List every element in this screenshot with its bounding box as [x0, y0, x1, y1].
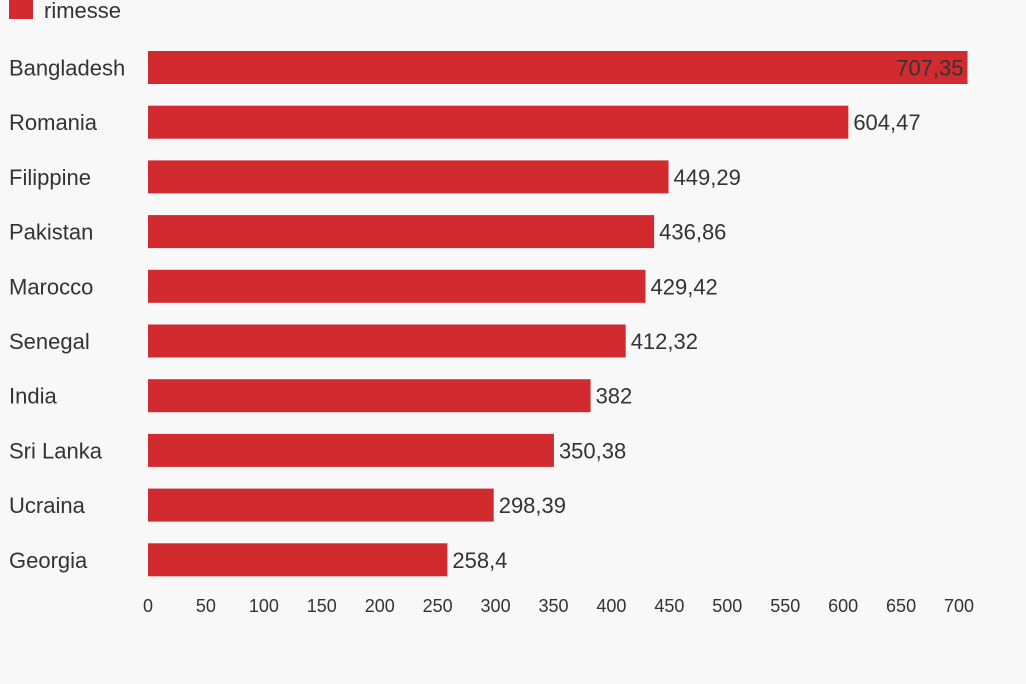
category-label-ucraina: Ucraina — [9, 493, 86, 518]
x-tick-label-150: 150 — [307, 596, 337, 616]
x-tick-label-300: 300 — [481, 596, 511, 616]
category-label-india: India — [9, 384, 57, 409]
x-tick-label-350: 350 — [538, 596, 568, 616]
value-label-ucraina: 298,39 — [499, 493, 566, 518]
bar-india — [148, 379, 591, 413]
legend-swatch-rimesse — [9, 0, 33, 19]
value-label-georgia: 258,4 — [452, 548, 507, 573]
category-label-sri-lanka: Sri Lanka — [9, 438, 103, 463]
x-tick-label-0: 0 — [143, 596, 153, 616]
value-label-sri-lanka: 350,38 — [559, 438, 626, 463]
x-tick-label-200: 200 — [365, 596, 395, 616]
category-label-romania: Romania — [9, 110, 98, 135]
value-labels-group: 707,35 604,47 449,29 436,86 429,42 412,32 382 3… — [452, 56, 963, 573]
bar-senegal — [148, 324, 626, 358]
bar-romania — [148, 105, 849, 139]
category-label-filippine: Filippine — [9, 165, 91, 190]
value-label-india: 382 — [596, 384, 633, 409]
bar-marocco — [148, 269, 646, 303]
x-tick-label-500: 500 — [712, 596, 742, 616]
x-tick-label-250: 250 — [423, 596, 453, 616]
category-label-pakistan: Pakistan — [9, 220, 93, 245]
category-label-marocco: Marocco — [9, 274, 93, 299]
category-label-georgia: Georgia — [9, 548, 88, 573]
bar-pakistan — [148, 215, 655, 249]
x-tick-label-50: 50 — [196, 596, 216, 616]
bar-bangladesh — [148, 51, 968, 84]
legend: rimesse — [9, 0, 121, 23]
bar-ucraina — [148, 488, 494, 522]
value-label-bangladesh: 707,35 — [896, 56, 963, 81]
value-label-marocco: 429,42 — [651, 274, 718, 299]
category-label-senegal: Senegal — [9, 329, 90, 354]
bar-filippine — [148, 160, 669, 194]
value-label-romania: 604,47 — [853, 110, 920, 135]
x-tick-label-400: 400 — [596, 596, 626, 616]
x-tick-label-100: 100 — [249, 596, 279, 616]
value-label-filippine: 449,29 — [674, 165, 741, 190]
category-labels-group: Bangladesh Romania Filippine Pakistan Marocc… — [9, 56, 125, 573]
x-tick-label-650: 650 — [886, 596, 916, 616]
x-axis: 0 50 100 150 200 250 300 350 400 450 500 550 600 650 7… — [143, 596, 974, 616]
value-label-pakistan: 436,86 — [659, 220, 726, 245]
x-tick-label-550: 550 — [770, 596, 800, 616]
x-tick-label-450: 450 — [654, 596, 684, 616]
value-label-senegal: 412,32 — [631, 329, 698, 354]
bar-sri-lanka — [148, 433, 554, 467]
bar-georgia — [148, 543, 448, 577]
bars-group — [148, 51, 968, 577]
x-tick-label-600: 600 — [828, 596, 858, 616]
category-label-bangladesh: Bangladesh — [9, 56, 125, 81]
x-tick-label-700: 700 — [944, 596, 974, 616]
legend-label-rimesse: rimesse — [44, 0, 121, 23]
